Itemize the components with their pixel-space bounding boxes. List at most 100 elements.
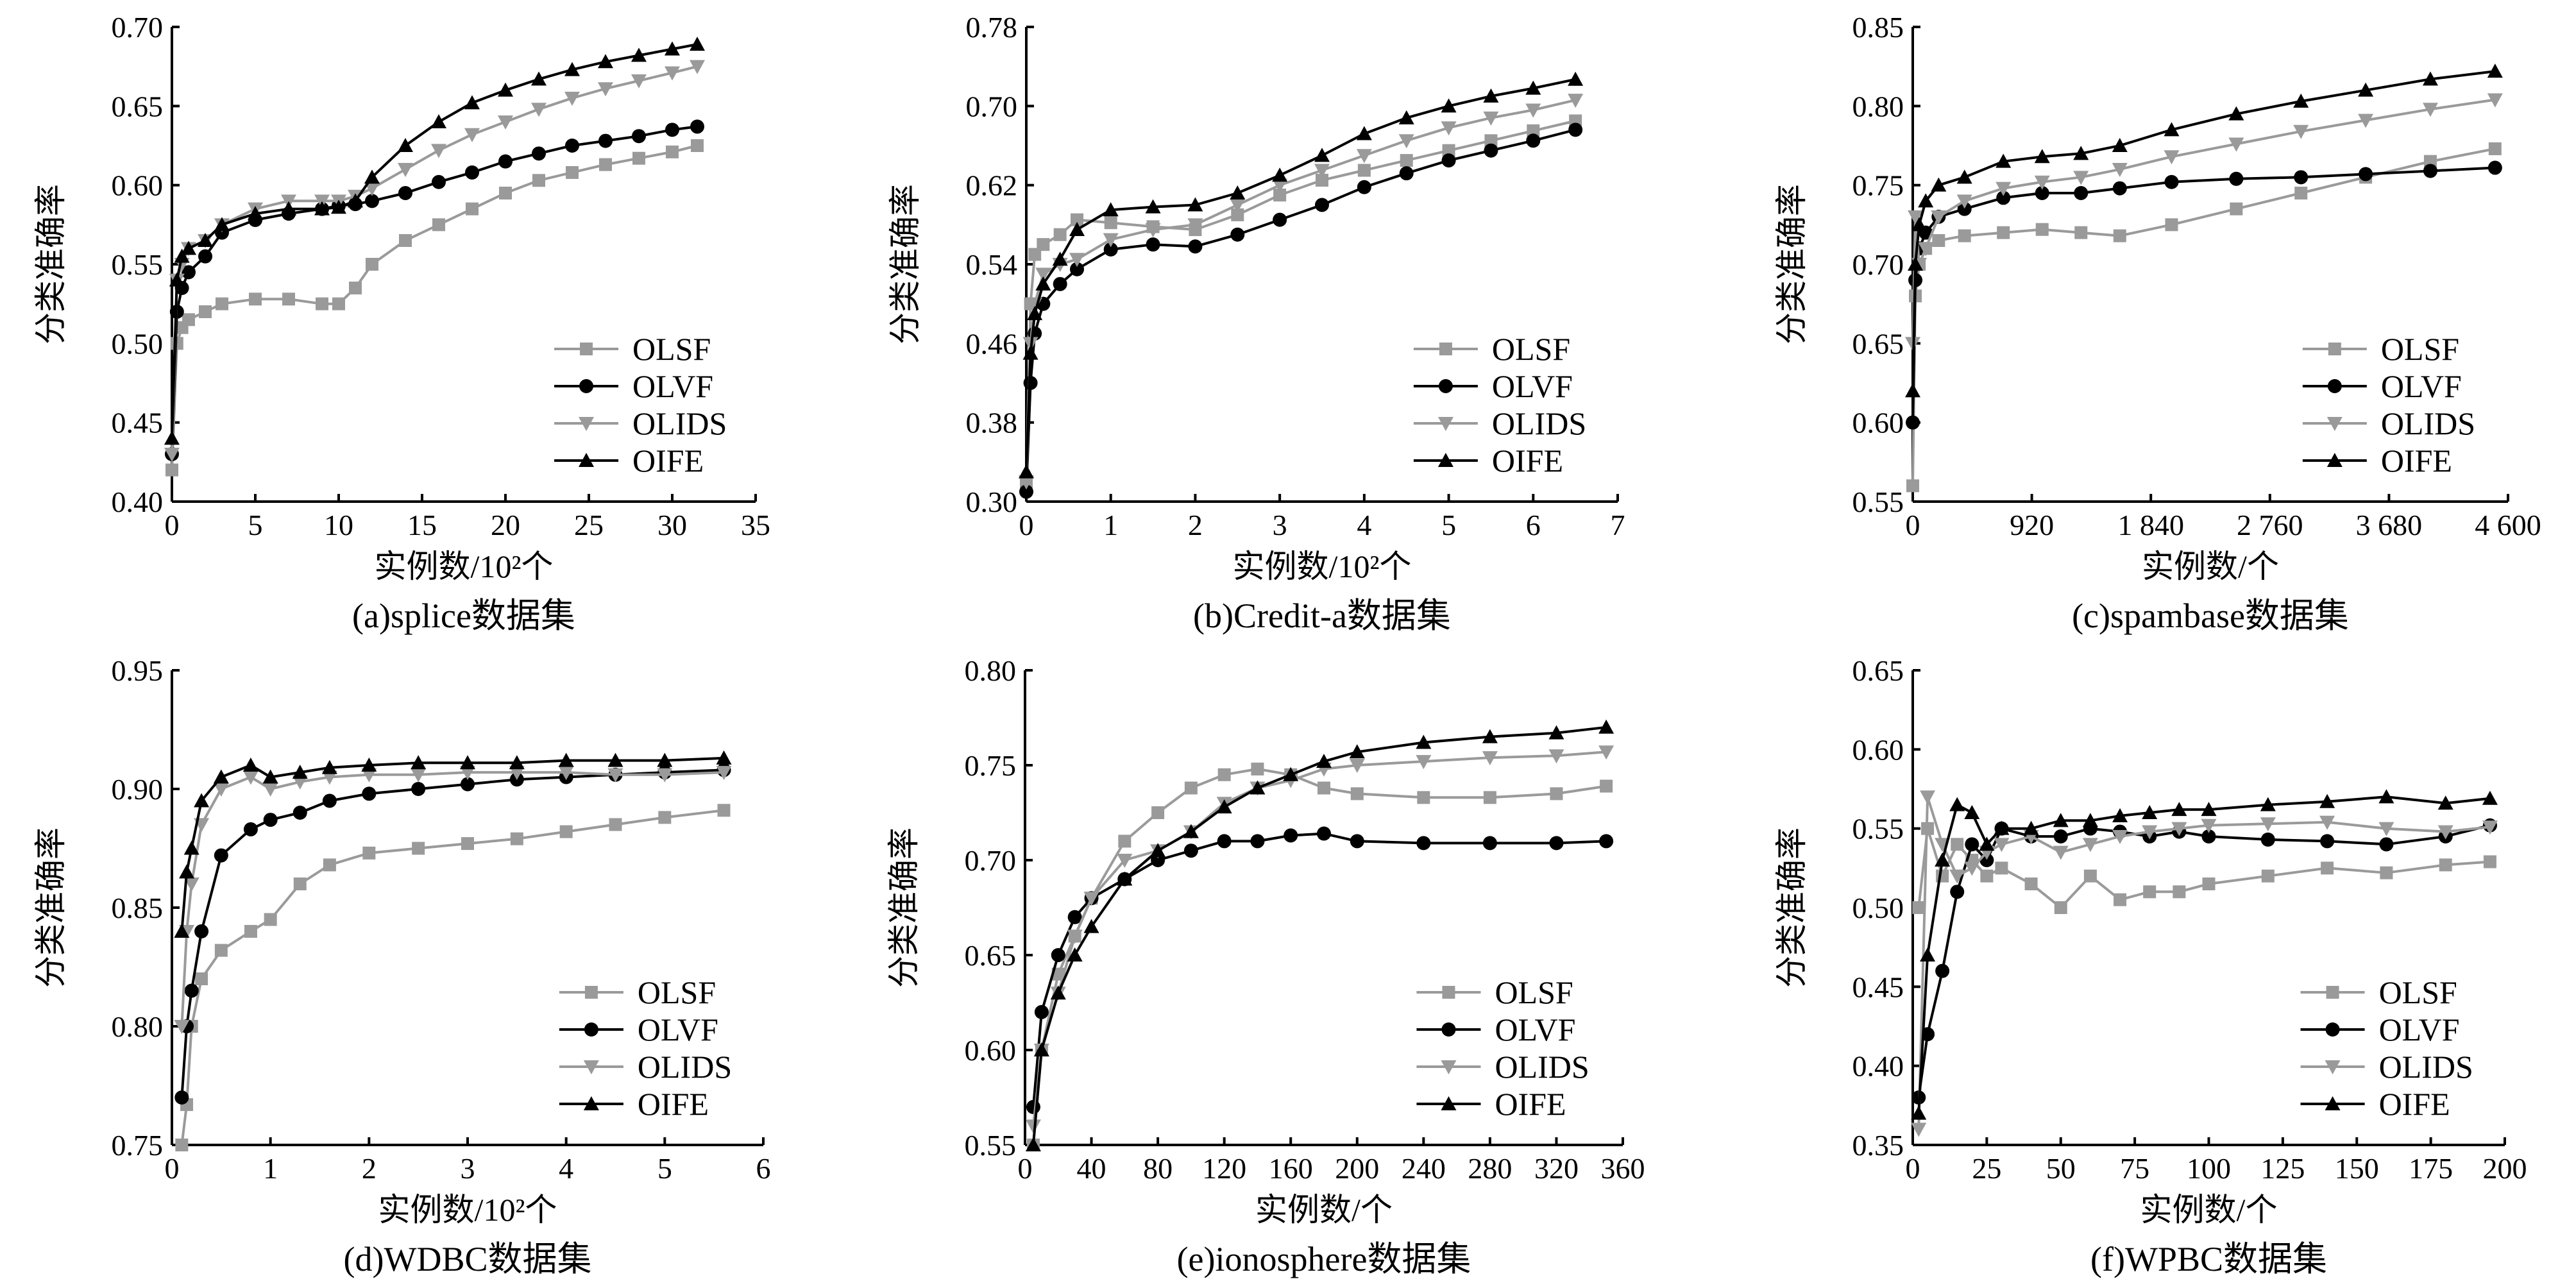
data-point-olids (531, 103, 547, 117)
y-tick-label: 0.55 (965, 1129, 1017, 1162)
data-point-olsf (532, 174, 545, 187)
data-point-oife (1483, 88, 1499, 103)
x-tick-label: 360 (1601, 1152, 1645, 1185)
x-tick-label: 1 (1103, 509, 1118, 541)
y-tick-label: 0.70 (112, 11, 164, 44)
x-tick-label: 0 (1906, 509, 1920, 541)
data-point-oife (1918, 193, 1934, 208)
data-point-olsf (1995, 861, 2008, 875)
data-point-olids (1908, 210, 1924, 225)
legend-marker-olsf (1442, 986, 1455, 999)
y-tick-label: 0.55 (1852, 813, 1904, 845)
data-point-olvf (194, 924, 209, 938)
legend-label-olvf: OLVF (2381, 368, 2462, 404)
data-point-olvf (1067, 910, 1082, 924)
data-point-olsf (1484, 134, 1498, 148)
data-point-oife (558, 752, 574, 767)
y-tick-label: 0.62 (966, 169, 1018, 202)
data-point-oife (1250, 780, 1266, 795)
data-point-olids (1911, 1123, 1927, 1137)
data-point-olids (2378, 822, 2394, 836)
data-point-oife (1416, 734, 1432, 749)
data-point-olids (1067, 929, 1083, 944)
data-point-olvf (1317, 826, 1331, 841)
data-point-oife (1230, 185, 1246, 199)
legend-label-olvf: OLVF (1492, 368, 1573, 404)
chart-caption: (d)WDBC数据集 (344, 1240, 592, 1278)
data-point-olsf (2230, 202, 2243, 216)
x-tick-label: 175 (2409, 1152, 2453, 1185)
data-point-olsf (214, 944, 228, 957)
data-point-oife (2023, 820, 2039, 835)
y-tick-label: 0.65 (1852, 654, 1904, 687)
data-point-oife (509, 755, 525, 770)
data-point-olvf (322, 793, 337, 808)
data-point-olsf (1151, 806, 1165, 819)
y-tick-label: 0.38 (966, 407, 1018, 439)
y-tick-label: 0.85 (112, 892, 164, 924)
data-point-olids (2112, 163, 2128, 177)
data-point-oife (2171, 802, 2187, 817)
x-tick-label: 5 (1441, 509, 1456, 541)
data-point-olvf (2112, 181, 2127, 196)
data-point-oife (2487, 64, 2503, 78)
y-tick-label: 0.65 (1852, 327, 1904, 360)
chart-4: 0 1 2 3 4 5 6 0.75 0.80 0.85 0.90 0.95 实例数/10²个 分类准确率… (33, 654, 771, 1278)
legend-label-olsf: OLSF (2381, 331, 2459, 367)
data-point-olids (1103, 233, 1119, 248)
data-point-olvf (2487, 160, 2502, 175)
chart-caption: (a)splice数据集 (352, 597, 575, 635)
data-point-olsf (216, 297, 228, 310)
data-point-olids (1356, 149, 1372, 164)
data-point-oife (1956, 169, 1972, 184)
data-point-oife (2112, 138, 2128, 152)
x-tick-label: 160 (1269, 1152, 1313, 1185)
data-point-olids (1949, 869, 1965, 884)
data-point-oife (398, 138, 413, 152)
data-point-oife (2228, 106, 2244, 121)
data-point-oife (2319, 793, 2335, 808)
data-point-olids (1920, 790, 1936, 805)
data-point-oife (174, 248, 190, 263)
data-point-olsf (632, 151, 645, 165)
data-point-olvf (1284, 828, 1298, 843)
data-point-olsf (1951, 838, 1964, 851)
data-point-olsf (175, 1139, 189, 1151)
data-point-olids (1483, 111, 1499, 126)
data-point-olvf (1416, 836, 1431, 851)
x-tick-label: 3 (461, 1152, 475, 1185)
x-axis-title: 实例数/个 (2142, 548, 2279, 584)
legend-marker-olvf (2327, 379, 2342, 393)
x-tick-label: 5 (657, 1152, 672, 1185)
data-point-olids (1525, 103, 1541, 118)
data-point-oife (183, 840, 199, 855)
data-point-olvf (1053, 276, 1067, 291)
data-point-oife (1525, 80, 1541, 95)
data-point-olsf (282, 292, 295, 306)
data-point-olids (2034, 175, 2050, 190)
y-tick-label: 0.70 (965, 844, 1017, 877)
x-tick-label: 5 (248, 509, 263, 541)
data-point-olsf (1316, 173, 1328, 187)
data-point-olvf (198, 249, 212, 264)
legend-label-oife: OIFE (1495, 1086, 1566, 1122)
x-tick-label: 3 (1273, 509, 1287, 541)
data-point-oife (1349, 744, 1365, 759)
data-point-olids (174, 1020, 190, 1034)
data-point-oife (248, 206, 263, 221)
data-point-olsf (1442, 144, 1455, 157)
data-point-olsf (1932, 234, 1945, 247)
data-point-oife (1935, 852, 1951, 867)
x-tick-label: 125 (2260, 1152, 2305, 1185)
data-point-olids (1568, 94, 1584, 108)
data-point-olvf (2294, 170, 2309, 185)
x-axis-title: 实例数/10²个 (375, 548, 554, 584)
data-point-olids (2171, 822, 2187, 836)
data-point-olsf (2423, 155, 2437, 168)
y-tick-label: 0.35 (1852, 1129, 1904, 1162)
legend-marker-oife (1441, 1096, 1457, 1110)
data-point-olvf (1568, 123, 1583, 137)
data-point-olsf (1051, 967, 1065, 981)
data-point-olsf (1936, 869, 1949, 883)
legend-marker-olsf (1439, 343, 1452, 355)
